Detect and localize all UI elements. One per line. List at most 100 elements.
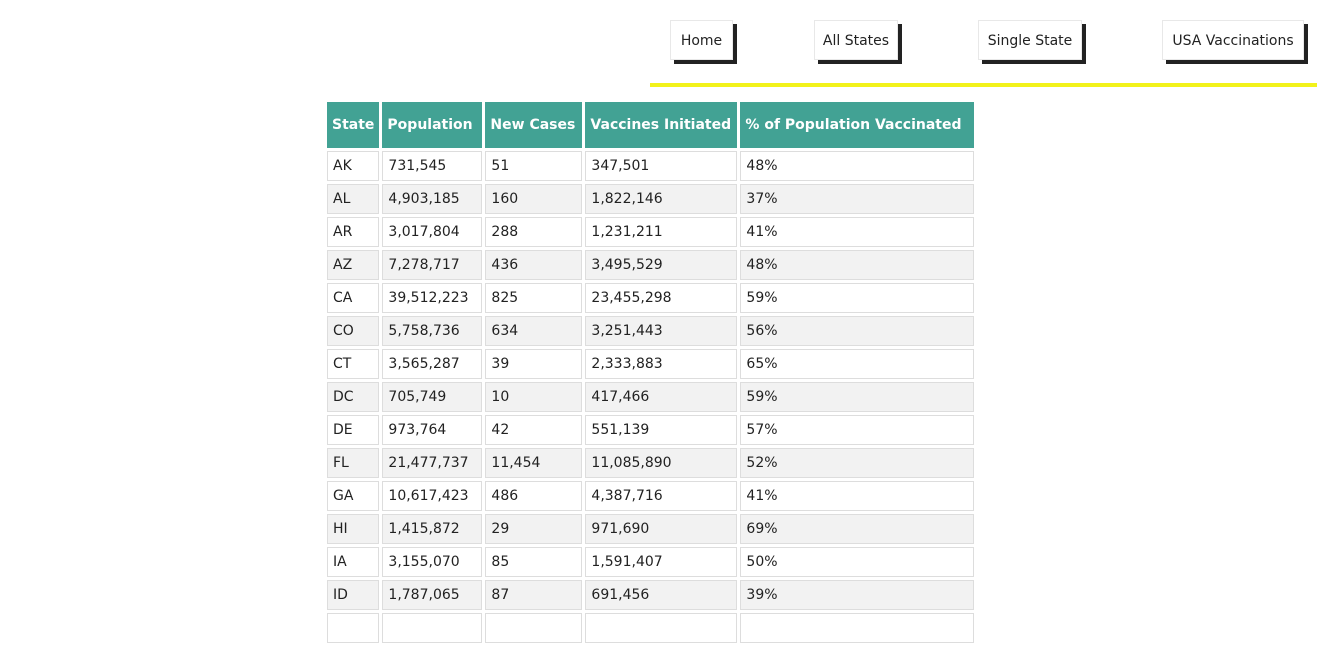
- top-navigation: Home All States Single State USA Vaccina…: [0, 0, 1317, 90]
- table-row: CT 3,565,287 39 2,333,883 65%: [327, 349, 975, 379]
- cell-state: HI: [327, 514, 380, 544]
- cell-state: CA: [327, 283, 380, 313]
- cell-vaccines-initiated: 971,690: [585, 514, 738, 544]
- table-row: [327, 613, 975, 643]
- cell-vaccines-initiated: 347,501: [585, 151, 738, 181]
- table-row: AK 731,545 51 347,501 48%: [327, 151, 975, 181]
- cell-new-cases: 288: [485, 217, 583, 247]
- cell-state: [327, 613, 380, 643]
- cell-population: 10,617,423: [382, 481, 483, 511]
- table-row: CA 39,512,223 825 23,455,298 59%: [327, 283, 975, 313]
- table-header-row: State Population New Cases Vaccines Init…: [327, 102, 975, 148]
- cell-percent-vaccinated: 41%: [740, 217, 975, 247]
- cell-state: CT: [327, 349, 380, 379]
- cell-vaccines-initiated: [585, 613, 738, 643]
- table-row: GA 10,617,423 486 4,387,716 41%: [327, 481, 975, 511]
- cell-percent-vaccinated: 41%: [740, 481, 975, 511]
- cell-population: 3,155,070: [382, 547, 483, 577]
- cell-population: 973,764: [382, 415, 483, 445]
- header-state[interactable]: State: [327, 102, 380, 148]
- header-vaccines-initiated[interactable]: Vaccines Initiated: [585, 102, 738, 148]
- cell-population: 4,903,185: [382, 184, 483, 214]
- table-row: IA 3,155,070 85 1,591,407 50%: [327, 547, 975, 577]
- table-row: AR 3,017,804 288 1,231,211 41%: [327, 217, 975, 247]
- states-table: State Population New Cases Vaccines Init…: [324, 99, 977, 646]
- cell-new-cases: 634: [485, 316, 583, 346]
- cell-percent-vaccinated: 52%: [740, 448, 975, 478]
- usa-vaccinations-button[interactable]: USA Vaccinations: [1162, 20, 1304, 60]
- cell-percent-vaccinated: 37%: [740, 184, 975, 214]
- cell-vaccines-initiated: 3,251,443: [585, 316, 738, 346]
- cell-new-cases: 436: [485, 250, 583, 280]
- table-row: DC 705,749 10 417,466 59%: [327, 382, 975, 412]
- cell-vaccines-initiated: 11,085,890: [585, 448, 738, 478]
- cell-percent-vaccinated: 57%: [740, 415, 975, 445]
- cell-population: 3,017,804: [382, 217, 483, 247]
- cell-percent-vaccinated: 39%: [740, 580, 975, 610]
- cell-vaccines-initiated: 4,387,716: [585, 481, 738, 511]
- cell-population: 21,477,737: [382, 448, 483, 478]
- cell-vaccines-initiated: 23,455,298: [585, 283, 738, 313]
- cell-new-cases: 51: [485, 151, 583, 181]
- cell-new-cases: 486: [485, 481, 583, 511]
- table-row: DE 973,764 42 551,139 57%: [327, 415, 975, 445]
- cell-new-cases: 39: [485, 349, 583, 379]
- cell-population: 39,512,223: [382, 283, 483, 313]
- table-body: AK 731,545 51 347,501 48% AL 4,903,185 160 1,822…: [327, 151, 975, 643]
- nav-underline: [650, 83, 1317, 87]
- cell-population: 731,545: [382, 151, 483, 181]
- cell-new-cases: 29: [485, 514, 583, 544]
- cell-state: ID: [327, 580, 380, 610]
- cell-state: DC: [327, 382, 380, 412]
- cell-state: GA: [327, 481, 380, 511]
- cell-population: 3,565,287: [382, 349, 483, 379]
- cell-state: AZ: [327, 250, 380, 280]
- states-table-container: State Population New Cases Vaccines Init…: [326, 101, 975, 644]
- table-row: ID 1,787,065 87 691,456 39%: [327, 580, 975, 610]
- cell-vaccines-initiated: 1,591,407: [585, 547, 738, 577]
- cell-new-cases: 42: [485, 415, 583, 445]
- table-row: CO 5,758,736 634 3,251,443 56%: [327, 316, 975, 346]
- all-states-button[interactable]: All States: [814, 20, 898, 60]
- cell-population: 705,749: [382, 382, 483, 412]
- table-row: FL 21,477,737 11,454 11,085,890 52%: [327, 448, 975, 478]
- cell-state: CO: [327, 316, 380, 346]
- cell-state: IA: [327, 547, 380, 577]
- cell-population: 1,787,065: [382, 580, 483, 610]
- cell-vaccines-initiated: 1,822,146: [585, 184, 738, 214]
- cell-population: 1,415,872: [382, 514, 483, 544]
- cell-new-cases: 85: [485, 547, 583, 577]
- cell-vaccines-initiated: 691,456: [585, 580, 738, 610]
- cell-state: AK: [327, 151, 380, 181]
- cell-percent-vaccinated: 59%: [740, 382, 975, 412]
- cell-state: AR: [327, 217, 380, 247]
- cell-vaccines-initiated: 3,495,529: [585, 250, 738, 280]
- single-state-button[interactable]: Single State: [978, 20, 1082, 60]
- cell-vaccines-initiated: 2,333,883: [585, 349, 738, 379]
- cell-vaccines-initiated: 1,231,211: [585, 217, 738, 247]
- table-row: HI 1,415,872 29 971,690 69%: [327, 514, 975, 544]
- cell-state: FL: [327, 448, 380, 478]
- cell-vaccines-initiated: 551,139: [585, 415, 738, 445]
- cell-vaccines-initiated: 417,466: [585, 382, 738, 412]
- cell-new-cases: 10: [485, 382, 583, 412]
- cell-state: DE: [327, 415, 380, 445]
- header-percent-vaccinated[interactable]: % of Population Vaccinated: [740, 102, 975, 148]
- cell-percent-vaccinated: 48%: [740, 250, 975, 280]
- cell-percent-vaccinated: 59%: [740, 283, 975, 313]
- cell-population: 5,758,736: [382, 316, 483, 346]
- cell-new-cases: 160: [485, 184, 583, 214]
- cell-population: 7,278,717: [382, 250, 483, 280]
- cell-percent-vaccinated: 65%: [740, 349, 975, 379]
- header-new-cases[interactable]: New Cases: [485, 102, 583, 148]
- cell-new-cases: 11,454: [485, 448, 583, 478]
- cell-population: [382, 613, 483, 643]
- home-button[interactable]: Home: [670, 20, 733, 60]
- cell-percent-vaccinated: 50%: [740, 547, 975, 577]
- cell-new-cases: 87: [485, 580, 583, 610]
- cell-state: AL: [327, 184, 380, 214]
- table-row: AL 4,903,185 160 1,822,146 37%: [327, 184, 975, 214]
- cell-new-cases: 825: [485, 283, 583, 313]
- header-population[interactable]: Population: [382, 102, 483, 148]
- cell-new-cases: [485, 613, 583, 643]
